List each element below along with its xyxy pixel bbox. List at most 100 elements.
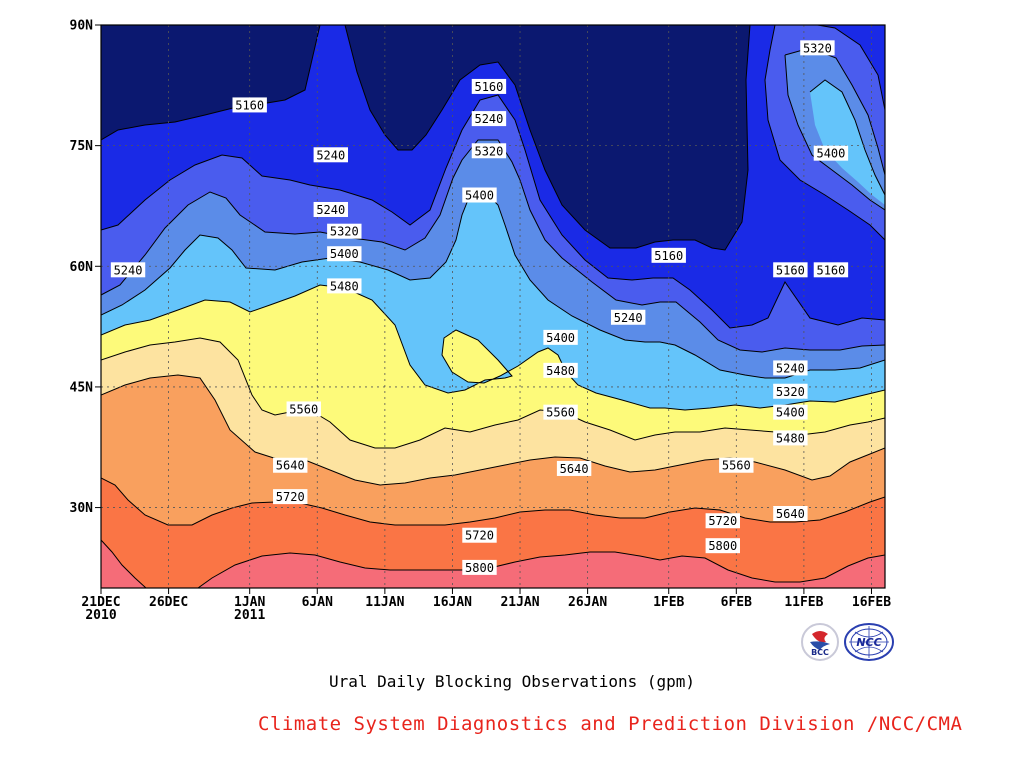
contour-label: 5560 [543, 404, 578, 420]
contour-label-text: 5480 [546, 364, 575, 378]
contour-label: 5240 [313, 147, 348, 163]
contour-label: 5640 [773, 506, 808, 522]
contour-label-background [543, 329, 578, 345]
contour-label-text: 5800 [465, 561, 494, 575]
contour-label-text: 5240 [614, 311, 643, 325]
x-tick-year-label: 2011 [234, 608, 265, 623]
contour-label-background [719, 457, 754, 473]
contour-label-text: 5160 [776, 263, 805, 277]
y-tick-label: 75N [70, 139, 94, 154]
contour-label-background [462, 559, 497, 575]
contour-line-5800 [101, 477, 885, 526]
chart-title: Ural Daily Blocking Observations (gpm) [328, 672, 696, 691]
contour-label-text: 5640 [776, 507, 805, 521]
y-tick-label: 30N [70, 501, 94, 516]
contour-label-text: 5320 [776, 385, 805, 399]
contour-label: 5240 [471, 111, 507, 127]
x-tick-year-label: 2010 [85, 608, 116, 623]
contour-label-background [232, 97, 267, 113]
bcc-logo: BCC [800, 622, 844, 666]
contour-label-background [773, 360, 808, 376]
contour-label-background [543, 404, 578, 420]
contour-label-text: 5640 [560, 462, 589, 476]
contour-label-background [471, 143, 507, 159]
contour-label-background [273, 457, 308, 473]
contour-label: 5160 [651, 247, 686, 263]
ncc-logo-text: NCC [856, 636, 881, 649]
contour-label-text: 5400 [776, 406, 805, 420]
contour-line-5320 [101, 25, 885, 329]
contour-label-text: 5640 [276, 459, 305, 473]
contour-label-background [327, 246, 362, 262]
x-tick-label: 1FEB [653, 595, 684, 610]
contour-label-background [313, 201, 348, 217]
credit-line: Climate System Diagnostics and Predictio… [258, 713, 963, 735]
contour-line-5720 [101, 374, 885, 486]
x-tick-label: 6FEB [721, 595, 752, 610]
contour-label: 5560 [719, 457, 754, 473]
contour-label-text: 5240 [474, 112, 503, 126]
contour-label: 5480 [327, 278, 362, 294]
contour-line-5240 [101, 25, 751, 251]
contour-label: 5800 [705, 538, 740, 554]
contour-label: 5320 [773, 383, 808, 399]
contour-label: 5320 [327, 223, 362, 239]
contour-label-background [813, 145, 849, 161]
contour-label-background [543, 362, 578, 378]
contour-label: 5240 [773, 360, 808, 376]
contour-label-text: 5160 [654, 249, 683, 263]
contour-label: 5720 [273, 489, 308, 505]
contour-label-background [327, 223, 362, 239]
contour-label: 5480 [773, 430, 808, 446]
contour-line-5560 [101, 284, 885, 411]
y-tick-label: 60N [70, 260, 94, 275]
contour-label-text: 5400 [330, 247, 359, 261]
contour-label: 5160 [813, 262, 849, 278]
contour-label-background [313, 147, 348, 163]
contour-label: 5160 [232, 97, 267, 113]
contour-label: 5640 [273, 457, 308, 473]
y-axis: 90N 75N 60N 45N 30N [70, 19, 101, 516]
contour-label-background [773, 262, 808, 278]
contour-label: 5160 [471, 78, 507, 94]
contour-label-text: 5560 [722, 459, 751, 473]
contour-labels: 5160 5160 5160 5160 5160 5240 5240 5240 5240 5240… [110, 40, 849, 575]
x-tick-label: 26JAN [568, 595, 607, 610]
x-tick-label: 16JAN [433, 595, 472, 610]
contour-label-background [327, 278, 362, 294]
contour-label: 5800 [462, 559, 497, 575]
contour-label-background [800, 40, 835, 56]
contour-label-background [556, 460, 592, 476]
contour-label-text: 5240 [316, 148, 345, 162]
contour-label: 5720 [705, 513, 740, 529]
contour-label: 5400 [773, 404, 808, 420]
contour-label-background [286, 401, 321, 417]
contour-label: 5240 [610, 309, 646, 325]
y-tick-label: 45N [70, 380, 94, 395]
x-tick-label: 21DEC [81, 595, 120, 610]
contour-label-text: 5400 [816, 147, 845, 161]
contour-label: 5640 [556, 460, 592, 476]
contour-label-text: 5400 [465, 189, 494, 203]
contour-label-text: 5320 [330, 225, 359, 239]
contour-fills [101, 25, 885, 588]
x-tick-label: 11JAN [365, 595, 404, 610]
contour-label-text: 5400 [546, 331, 575, 345]
contour-label-background [462, 527, 497, 543]
ncc-logo: NCC [843, 622, 895, 666]
contour-label: 5720 [462, 527, 497, 543]
contour-label-text: 5160 [816, 263, 845, 277]
contour-label-text: 5160 [235, 98, 264, 112]
x-tick-label: 21JAN [500, 595, 539, 610]
contour-label-text: 5560 [546, 406, 575, 420]
contour-label-text: 5480 [330, 279, 359, 293]
contour-label: 5400 [327, 246, 362, 262]
plot-frame [100, 24, 886, 589]
contour-label-background [773, 404, 808, 420]
contour-label-background [273, 489, 308, 505]
contour-label: 5240 [313, 201, 348, 217]
fill-level-above-5800 [101, 540, 885, 588]
contour-label: 5400 [462, 187, 497, 203]
contour-label-text: 5240 [316, 203, 345, 217]
